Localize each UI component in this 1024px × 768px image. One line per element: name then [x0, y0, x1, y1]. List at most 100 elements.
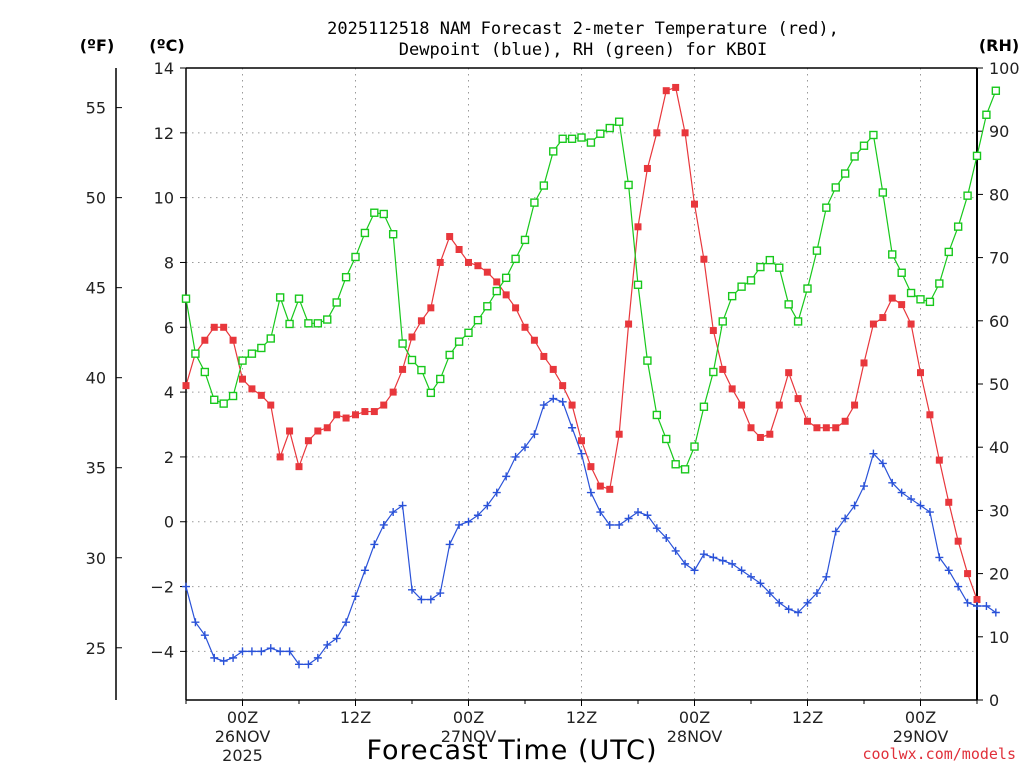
2-meter-temperature-point	[342, 414, 350, 422]
x-tick-year: 2025	[222, 746, 263, 765]
rh-point	[445, 350, 454, 360]
2-meter-temperature-point	[954, 537, 962, 545]
rh-point	[323, 315, 332, 324]
2-meter-temperature-point	[973, 596, 981, 604]
rh-point	[407, 355, 417, 365]
rh-point	[313, 319, 323, 328]
dewpoint-point	[737, 566, 746, 575]
rh-point	[549, 147, 558, 156]
2-meter-temperature-point	[945, 498, 953, 506]
dewpoint-point	[464, 517, 473, 526]
dewpoint-point	[191, 618, 200, 627]
celsius-tick-label: 2	[164, 448, 174, 467]
2-meter-temperature-point	[201, 336, 209, 344]
2-meter-temperature-point	[559, 382, 567, 390]
2-meter-temperature-point	[615, 430, 623, 438]
rh-point	[398, 339, 407, 348]
rh-point	[417, 365, 426, 375]
rh-point	[191, 349, 200, 358]
dewpoint-point	[483, 501, 492, 510]
rh-point	[228, 391, 238, 401]
2-meter-temperature-point	[465, 258, 472, 266]
rh-point	[360, 228, 370, 238]
rh-series	[181, 86, 1001, 474]
dewpoint-point	[360, 566, 369, 575]
rh-point	[247, 349, 257, 358]
2-meter-temperature-point	[606, 485, 614, 493]
rh-point	[464, 328, 473, 338]
rh-point	[596, 129, 605, 138]
rh-point	[285, 319, 294, 329]
2-meter-temperature-point	[549, 365, 557, 373]
rh-unit-label: (RH)	[979, 36, 1019, 55]
rh-point	[624, 180, 633, 190]
fahrenheit-tick-label: 25	[86, 639, 106, 658]
rh-point	[727, 291, 737, 301]
dewpoint-point	[285, 647, 294, 656]
rh-point	[850, 152, 859, 161]
dewpoint-point	[681, 559, 690, 568]
2-meter-temperature-point	[832, 424, 840, 432]
dewpoint-point	[643, 511, 652, 520]
rh-point	[680, 465, 690, 474]
rh-point	[662, 434, 671, 444]
2-meter-temperature-point	[785, 369, 793, 377]
2-meter-temperature-point	[352, 411, 359, 419]
dewpoint-point	[351, 592, 360, 601]
rh-point	[859, 141, 869, 150]
dewpoint-point	[398, 501, 407, 510]
2-meter-temperature-point	[267, 401, 275, 409]
dewpoint-point	[342, 618, 351, 627]
dewpoint-point	[709, 553, 718, 562]
2-meter-temperature-point	[446, 233, 454, 241]
dewpoint-point	[502, 472, 511, 481]
dewpoint-point	[596, 508, 605, 517]
2-meter-temperature-point	[860, 359, 868, 367]
rh-point	[181, 294, 191, 303]
fahrenheit-tick-label: 40	[86, 369, 106, 388]
dewpoint-point	[747, 572, 755, 581]
credit-text: coolwx.com/models	[862, 745, 1016, 763]
2-meter-temperature-point	[964, 570, 972, 578]
rh-point	[953, 222, 963, 231]
dewpoint-point	[200, 631, 209, 640]
2-meter-temperature-point	[926, 411, 934, 419]
2-meter-temperature-point	[804, 417, 811, 425]
dewpoint-point	[634, 508, 642, 517]
2-meter-temperature-point	[540, 352, 548, 360]
2-meter-temperature-point	[841, 417, 849, 425]
2-meter-temperature-point	[314, 427, 322, 435]
2-meter-temperature-point	[869, 320, 877, 328]
2-meter-temperature-point	[220, 323, 228, 331]
x-tick-date: 28NOV	[667, 727, 723, 746]
2-meter-temperature-point	[700, 255, 708, 263]
dewpoint-point	[812, 589, 821, 598]
rh-point	[436, 374, 445, 384]
fahrenheit-tick-label: 50	[86, 189, 106, 208]
x-tick-date: 26NOV	[215, 727, 271, 746]
rh-point	[275, 293, 285, 302]
dewpoint-point	[238, 647, 247, 656]
rh-point	[379, 209, 388, 219]
2-meter-temperature-point	[530, 336, 538, 344]
x-tick-label: 00Z	[679, 708, 710, 727]
dewpoint-point	[860, 482, 868, 491]
rh-point	[972, 151, 982, 161]
dewpoint-point	[841, 514, 850, 523]
rh-point	[784, 300, 793, 309]
dewpoint-point	[219, 657, 228, 666]
2-meter-temperature-point	[257, 391, 265, 399]
fahrenheit-tick-label: 35	[86, 459, 106, 478]
dewpoint-point	[822, 572, 831, 581]
rh-point	[878, 188, 888, 197]
dewpoint-point	[313, 653, 322, 662]
2-meter-temperature-point	[738, 401, 746, 409]
rh-point	[388, 230, 398, 239]
2-meter-temperature-point	[239, 375, 246, 383]
rh-point	[511, 254, 520, 264]
rh-point	[238, 356, 247, 365]
rh-point	[718, 317, 727, 326]
dewpoint-point	[473, 511, 482, 520]
2-meter-temperature-point	[578, 437, 585, 445]
x-tick-label: 00Z	[905, 708, 936, 727]
